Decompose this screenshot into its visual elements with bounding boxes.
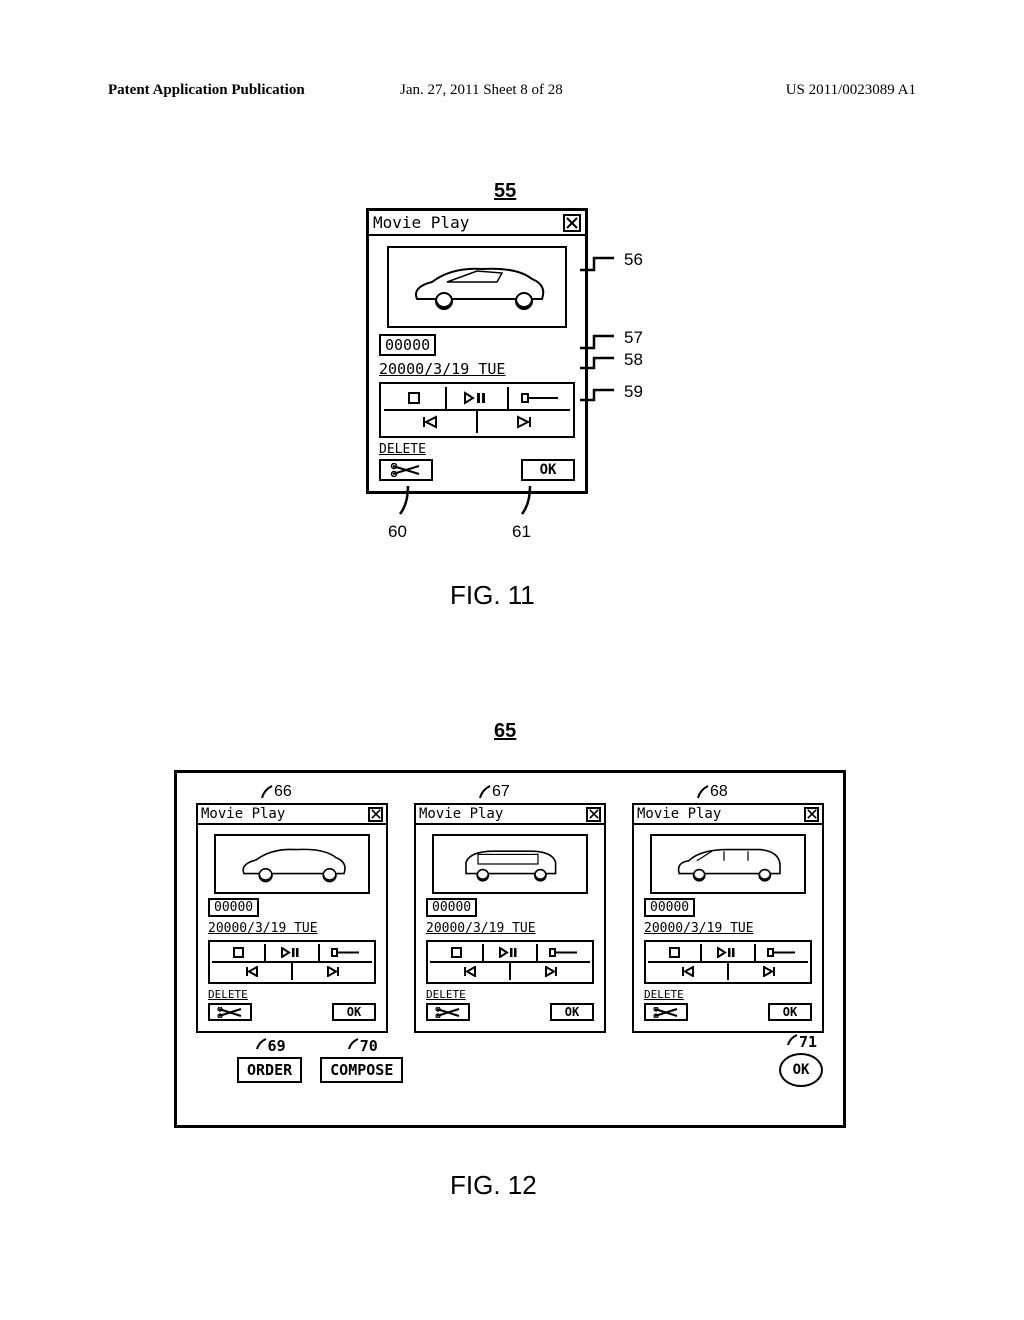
next-button[interactable] (476, 411, 570, 433)
counter-display: 00000 (379, 334, 436, 356)
close-icon[interactable] (368, 807, 383, 822)
ref-56: 56 (624, 250, 643, 270)
window-title: Movie Play (373, 213, 469, 232)
ref-57: 57 (624, 328, 643, 348)
window-body: 00000 20000/3/19 TUE DELETE OK (369, 236, 585, 491)
ref-69: 69 (254, 1037, 286, 1055)
car-icon (402, 257, 552, 317)
ok-button[interactable]: OK (521, 459, 575, 481)
ref-55: 55 (494, 180, 516, 203)
stop-button[interactable] (384, 387, 445, 409)
ref-68: 68 (694, 783, 728, 801)
ref-70: 70 (346, 1037, 378, 1055)
panel-67: 67 Movie Play 00000 20000/3/19 TUE DELET… (414, 803, 606, 1033)
ref-58: 58 (624, 350, 643, 370)
prev-button[interactable] (384, 411, 476, 433)
panel-66: 66 Movie Play 00000 20000/3/19 TUE DELET… (196, 803, 388, 1033)
fig11-caption: FIG. 11 (450, 580, 535, 611)
callout-lines-bottom (380, 486, 580, 546)
delete-button[interactable] (379, 459, 433, 481)
ref-59: 59 (624, 382, 643, 402)
compose-window: 66 Movie Play 00000 20000/3/19 TUE DELET… (174, 770, 846, 1128)
ok-round-button[interactable]: 71 OK (779, 1053, 823, 1087)
pub-number: US 2011/0023089 A1 (786, 82, 916, 99)
panel-68: 68 Movie Play 00000 20000/3/19 TUE DELET… (632, 803, 824, 1033)
movie-play-window: Movie Play 00000 20000/3/19 TUE (366, 208, 588, 494)
panels-row: 66 Movie Play 00000 20000/3/19 TUE DELET… (177, 773, 843, 1043)
ref-65: 65 (494, 720, 516, 743)
close-icon[interactable] (586, 807, 601, 822)
order-button[interactable]: 69 ORDER (237, 1057, 302, 1083)
playback-controls (379, 382, 575, 438)
compose-button[interactable]: 70 COMPOSE (320, 1057, 403, 1083)
window-titlebar: Movie Play (369, 211, 585, 236)
scissors-icon (389, 463, 423, 477)
fig12-caption: FIG. 12 (450, 1170, 537, 1201)
close-icon[interactable] (563, 214, 581, 232)
ref-66: 66 (258, 783, 292, 801)
pub-date-sheet: Jan. 27, 2011 Sheet 8 of 28 (400, 82, 563, 99)
ref-61: 61 (512, 522, 531, 542)
panel-title: Movie Play (201, 806, 285, 822)
video-preview (387, 246, 567, 328)
ref-60: 60 (388, 522, 407, 542)
delete-label: DELETE (379, 442, 575, 457)
bottom-controls: 69 ORDER 70 COMPOSE 71 OK (177, 1043, 843, 1097)
ref-71: 71 (785, 1033, 817, 1051)
ref-67: 67 (476, 783, 510, 801)
close-icon[interactable] (804, 807, 819, 822)
slider-button[interactable] (507, 387, 570, 409)
pub-type: Patent Application Publication (108, 82, 305, 99)
date-display: 20000/3/19 TUE (379, 360, 575, 378)
play-pause-button[interactable] (445, 387, 508, 409)
